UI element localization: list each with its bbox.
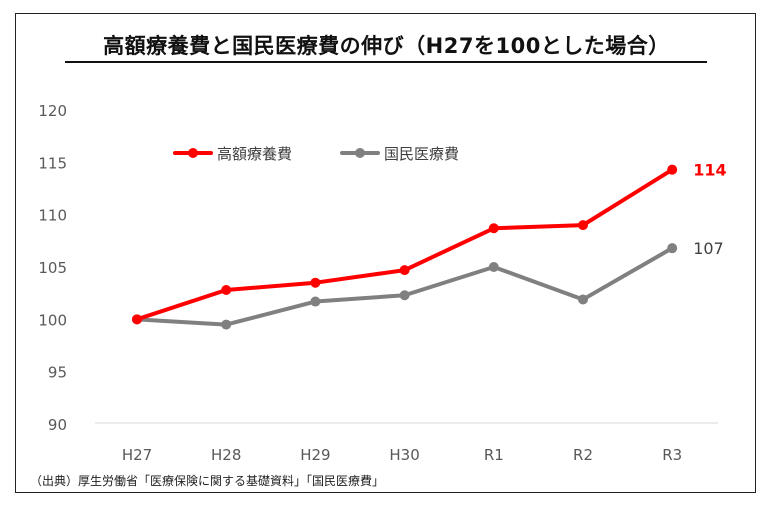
- data-point: [399, 290, 410, 301]
- series-group: 107 114: [132, 161, 727, 330]
- data-point: [310, 296, 321, 307]
- y-tick-label: 115: [38, 154, 67, 172]
- x-tick-label: H29: [300, 446, 330, 464]
- data-point: [221, 319, 232, 330]
- title-underline: [65, 61, 707, 63]
- chart-title: 高額療養費と国民医療費の伸び（H27を100とした場合）: [103, 34, 670, 58]
- x-axis-ticks: H27 H28 H29 H30 R1 R2 R3: [122, 446, 682, 464]
- x-tick-label: H27: [122, 446, 152, 464]
- data-point: [578, 220, 588, 231]
- end-value-label: 107: [693, 239, 724, 258]
- legend: 高額療養費 国民医療費: [173, 145, 459, 163]
- data-point: [399, 265, 410, 276]
- y-tick-label: 110: [38, 207, 67, 225]
- legend-label: 国民医療費: [384, 145, 459, 163]
- x-tick-label: R1: [484, 446, 504, 464]
- data-point: [221, 285, 232, 296]
- x-tick-label: R2: [573, 446, 593, 464]
- data-point: [578, 294, 588, 305]
- legend-label: 高額療養費: [217, 145, 292, 163]
- data-point: [667, 243, 678, 254]
- y-tick-label: 100: [38, 311, 67, 329]
- legend-swatch-marker: [188, 148, 198, 158]
- end-value-label: 114: [693, 161, 726, 180]
- data-point: [132, 314, 142, 325]
- data-point: [488, 262, 499, 272]
- y-tick-label: 95: [48, 364, 67, 382]
- y-tick-label: 120: [38, 102, 67, 120]
- y-tick-label: 90: [48, 416, 67, 434]
- y-axis-ticks: 90 95 100 105 110 115 120: [38, 102, 67, 434]
- series-line-1: [135, 246, 675, 327]
- data-point: [310, 277, 321, 288]
- chart-frame: [15, 13, 756, 493]
- data-point: [667, 164, 678, 175]
- data-point: [488, 223, 499, 234]
- x-tick-label: H28: [211, 446, 241, 464]
- x-tick-label: R3: [662, 446, 682, 464]
- x-tick-label: H30: [389, 446, 419, 464]
- y-tick-label: 105: [38, 259, 67, 277]
- source-note: （出典）厚生労働省「医療保険に関する基礎資料」「国民医療費」: [30, 474, 385, 488]
- legend-swatch-marker: [355, 148, 365, 158]
